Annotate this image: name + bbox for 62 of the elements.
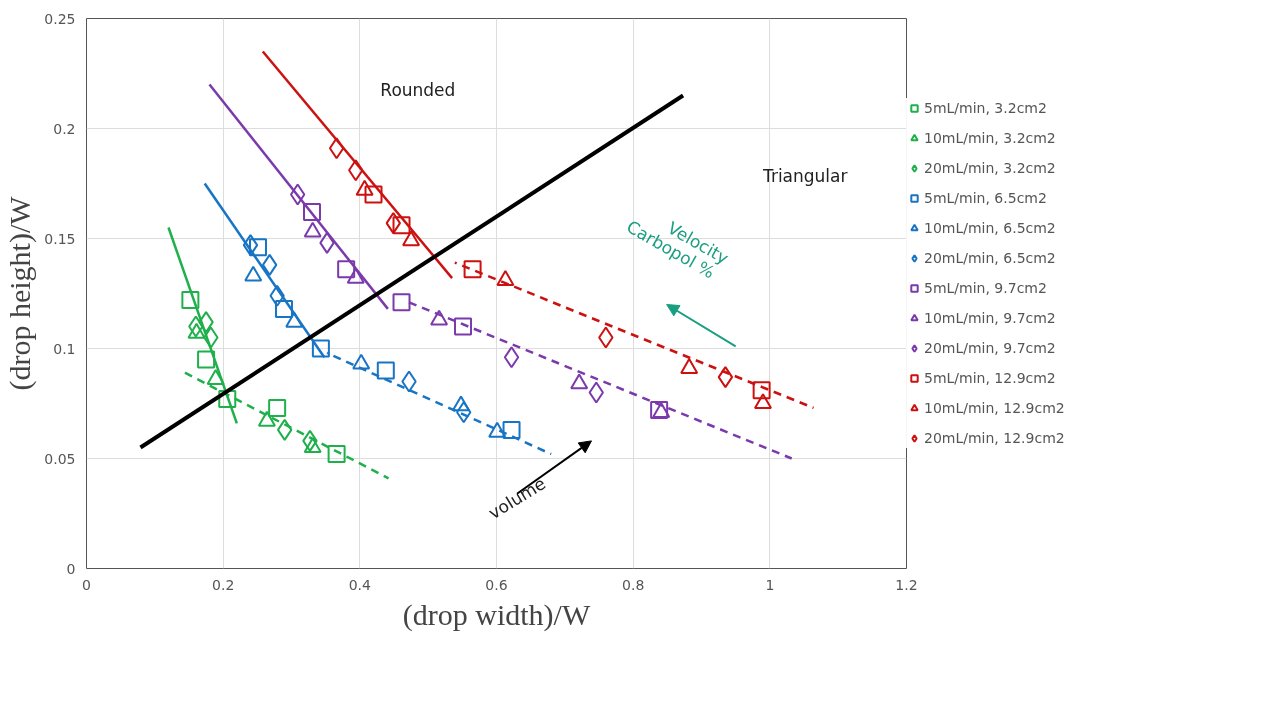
x-tick-label: 0.2: [212, 576, 235, 593]
point: [463, 260, 482, 279]
point: [754, 393, 772, 410]
point: [197, 350, 216, 369]
point: [352, 353, 371, 370]
point: [392, 293, 411, 312]
x-tick-label: 0.6: [485, 576, 508, 593]
point: [261, 253, 278, 276]
x-tick-label: 0.8: [622, 576, 645, 593]
point: [257, 410, 276, 427]
legend-label: 10mL/min, 9.7cm2: [924, 310, 1056, 326]
point: [206, 369, 225, 385]
y-tick-label: 0.05: [44, 450, 76, 467]
point: [451, 395, 470, 412]
legend-label: 20mL/min, 6.5cm2: [924, 250, 1056, 266]
x-axis-title: (drop width)/W: [402, 597, 591, 632]
point: [570, 373, 589, 390]
point: [311, 339, 330, 358]
point: [488, 421, 507, 438]
point: [752, 381, 771, 400]
point: [181, 291, 200, 310]
x-tick-label: 1.2: [895, 576, 918, 593]
legend-label: 5mL/min, 9.7cm2: [924, 280, 1047, 296]
point: [337, 260, 356, 279]
legend-label: 10mL/min, 6.5cm2: [924, 220, 1056, 236]
point: [364, 185, 383, 204]
y-tick-label: 0.15: [44, 230, 76, 247]
legend-label: 5mL/min, 12.9cm2: [924, 370, 1056, 386]
point: [218, 390, 237, 409]
y-axis-title: (drop height)/W: [3, 195, 38, 391]
point: [274, 299, 293, 318]
point: [454, 317, 473, 336]
legend-label: 10mL/min, 12.9cm2: [924, 400, 1065, 416]
point: [503, 346, 520, 369]
point: [502, 420, 521, 439]
y-tick-label: 0.2: [53, 120, 76, 137]
annotation: Triangular: [762, 165, 848, 186]
point: [249, 238, 268, 257]
point: [268, 398, 287, 417]
point: [717, 366, 734, 389]
point: [289, 183, 306, 206]
point: [392, 216, 411, 235]
legend-label: 20mL/min, 12.9cm2: [924, 430, 1065, 446]
point: [376, 361, 395, 380]
point: [327, 445, 346, 464]
annotation: Rounded: [380, 80, 456, 101]
legend-label: 20mL/min, 3.2cm2: [924, 160, 1056, 176]
y-tick-label: 0.1: [53, 340, 76, 357]
legend-label: 20mL/min, 9.7cm2: [924, 340, 1056, 356]
point: [680, 358, 699, 374]
x-tick-label: 0: [82, 576, 91, 593]
x-tick-label: 1: [765, 576, 775, 593]
legend-label: 10mL/min, 3.2cm2: [924, 130, 1056, 146]
legend-label: 5mL/min, 6.5cm2: [924, 190, 1047, 206]
x-tick-label: 0.4: [348, 576, 372, 593]
point: [242, 234, 259, 257]
point: [303, 203, 321, 222]
point: [303, 437, 322, 454]
point: [328, 137, 345, 160]
y-tick-label: 0: [66, 560, 76, 577]
legend-label: 5mL/min, 3.2cm2: [924, 100, 1047, 116]
y-tick-label: 0.25: [44, 10, 76, 27]
